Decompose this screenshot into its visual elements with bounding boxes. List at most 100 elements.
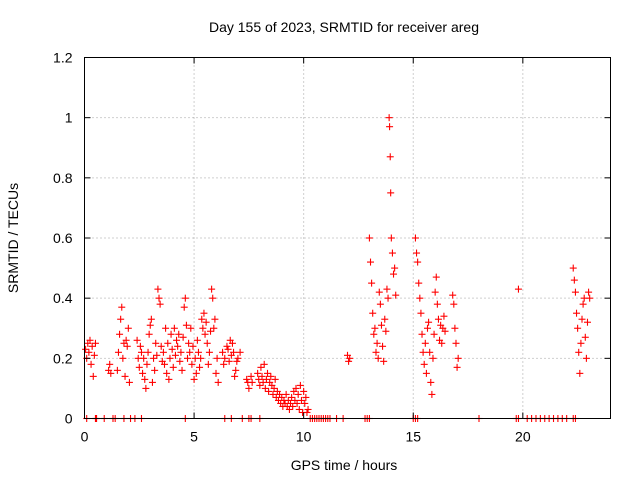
y-tick-label: 0.8 [53, 170, 73, 186]
data-point [214, 378, 222, 386]
data-point [107, 369, 115, 377]
data-point [416, 294, 424, 302]
data-point [372, 348, 380, 356]
data-point [90, 351, 98, 359]
data-point [367, 258, 375, 266]
data-point [205, 348, 213, 356]
data-point [148, 378, 156, 386]
data-point [264, 369, 272, 377]
data-point [450, 300, 458, 308]
y-axis-title: SRMTID / TECUs [5, 183, 21, 293]
data-point [144, 348, 152, 356]
data-point [514, 285, 522, 293]
data-point [82, 345, 90, 353]
data-point [233, 357, 241, 365]
data-point [579, 300, 587, 308]
data-point [569, 264, 577, 272]
data-point [301, 399, 309, 407]
data-point [145, 330, 153, 338]
data-point [300, 387, 308, 395]
data-point [177, 348, 185, 356]
data-point [255, 375, 263, 383]
data-point [85, 348, 93, 356]
data-point [585, 288, 593, 296]
data-point [297, 396, 305, 404]
data-point [383, 285, 391, 293]
data-point [208, 285, 216, 293]
data-point [370, 330, 378, 338]
data-point [203, 339, 211, 347]
data-point [294, 390, 302, 398]
data-point [425, 318, 433, 326]
data-point [577, 339, 585, 347]
data-point [143, 360, 151, 368]
y-tick-label: 0 [65, 411, 73, 427]
x-tick-label: 10 [296, 429, 312, 445]
data-point [433, 300, 441, 308]
data-point [125, 378, 133, 386]
data-point [114, 348, 122, 356]
data-point [141, 375, 149, 383]
data-point [122, 336, 130, 344]
data-point [175, 330, 183, 338]
data-point [288, 393, 296, 401]
data-point [576, 369, 584, 377]
x-tick-label: 5 [190, 429, 198, 445]
data-point [193, 336, 201, 344]
data-point [421, 339, 429, 347]
data-point [411, 234, 419, 242]
data-point [151, 366, 159, 374]
data-point [384, 294, 392, 302]
data-point [231, 372, 239, 380]
data-point [207, 327, 215, 335]
data-point [106, 360, 114, 368]
data-point [440, 312, 448, 320]
data-point [185, 339, 193, 347]
x-tick-label: 15 [405, 429, 421, 445]
data-point [170, 324, 178, 332]
data-point [169, 363, 177, 371]
data-point [296, 381, 304, 389]
data-point [136, 342, 144, 350]
data-point [414, 258, 422, 266]
data-point [190, 375, 198, 383]
data-point [184, 354, 192, 362]
data-point [258, 372, 266, 380]
data-point [232, 366, 240, 374]
data-point [220, 360, 228, 368]
x-tick-label: 0 [81, 429, 89, 445]
data-point [197, 354, 205, 362]
data-point [586, 294, 594, 302]
data-point [392, 291, 400, 299]
data-point [147, 315, 155, 323]
data-point [87, 360, 95, 368]
data-point [150, 354, 158, 362]
data-point [345, 357, 353, 365]
data-point [155, 294, 163, 302]
data-point [432, 273, 440, 281]
data-point [420, 360, 428, 368]
data-point [582, 354, 590, 362]
data-point [376, 300, 384, 308]
data-point [373, 339, 381, 347]
data-point [452, 339, 460, 347]
data-point [371, 324, 379, 332]
data-point [89, 372, 97, 380]
data-point [187, 324, 195, 332]
data-point [375, 288, 383, 296]
data-point [386, 123, 394, 131]
data-point [386, 153, 394, 161]
data-point [202, 318, 210, 326]
data-point [204, 360, 212, 368]
data-point [570, 276, 578, 284]
data-point [428, 390, 436, 398]
data-point [438, 339, 446, 347]
data-point [176, 357, 184, 365]
data-point [192, 369, 200, 377]
data-point [346, 354, 354, 362]
data-point [380, 357, 388, 365]
data-point [223, 342, 231, 350]
data-point [156, 300, 164, 308]
data-point [137, 348, 145, 356]
y-tick-label: 0.4 [53, 290, 73, 306]
